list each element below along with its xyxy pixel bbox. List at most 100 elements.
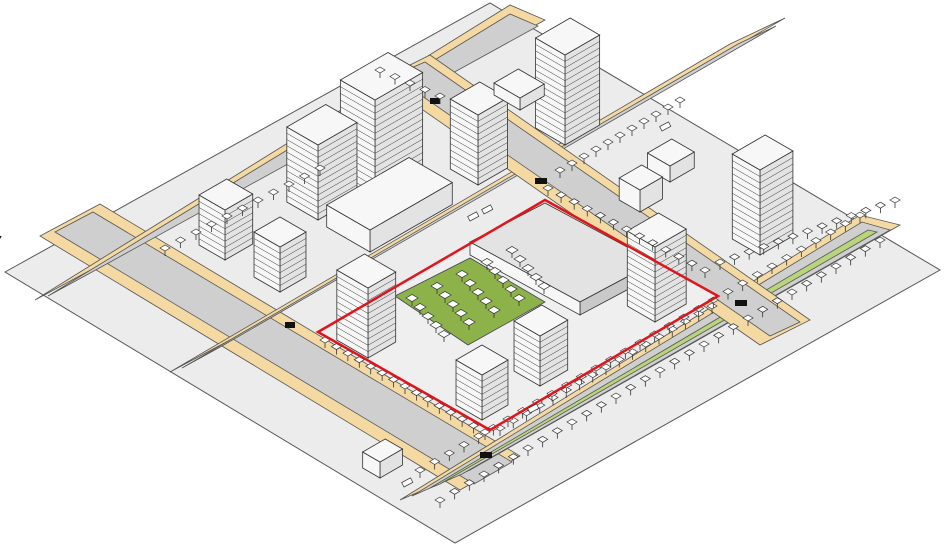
tree-icon	[758, 243, 770, 255]
tree-icon	[742, 314, 754, 326]
tree-icon	[462, 317, 476, 330]
tree-icon	[472, 432, 485, 444]
tree-icon	[471, 287, 485, 300]
tree-icon	[650, 110, 662, 122]
tree-icon	[786, 288, 798, 300]
tree-icon	[387, 376, 400, 388]
vehicles	[401, 121, 672, 488]
tree-icon	[568, 198, 580, 210]
tree-icon	[404, 79, 416, 91]
building-block-east-low	[618, 164, 664, 213]
tree-icon	[267, 188, 280, 200]
tree-icon	[405, 293, 419, 306]
tree-icon	[800, 279, 813, 292]
tree-icon	[560, 386, 572, 398]
tree-icon	[419, 86, 431, 98]
tree-icon	[839, 220, 852, 232]
building-block-northmost	[493, 68, 546, 111]
tree-icon	[298, 172, 311, 184]
site-boundary-outline	[315, 198, 721, 432]
tree-icon	[505, 245, 519, 258]
tree-icon	[626, 348, 639, 360]
tree-icon	[830, 217, 843, 229]
tree-icon	[496, 275, 510, 288]
tree-icon	[889, 196, 901, 208]
tree-icon	[430, 281, 444, 294]
tree-icon	[283, 180, 295, 192]
tree-icon	[434, 92, 446, 104]
crosswalk	[535, 178, 547, 184]
tree-icon	[633, 232, 646, 244]
building-tower-site-east	[626, 212, 687, 323]
tree-icon	[624, 383, 637, 396]
tree-icon	[824, 228, 837, 240]
tree-icon	[478, 470, 490, 482]
tree-icon	[587, 371, 599, 383]
tree-icon	[860, 206, 872, 219]
tree-icon	[434, 496, 446, 508]
building-block-site-south-b	[513, 304, 569, 387]
tree-icon	[727, 323, 740, 335]
tree-icon	[736, 279, 749, 291]
crosswalk	[0, 236, 2, 242]
tree-icon	[455, 269, 469, 282]
tree-icon	[421, 311, 435, 324]
tree-icon	[487, 305, 501, 318]
tree-icon	[429, 320, 443, 333]
park-trees	[405, 245, 551, 342]
tree-icon	[463, 278, 477, 291]
tree-icon	[728, 253, 741, 265]
tree-icon	[512, 293, 526, 306]
tree-icon	[712, 331, 725, 344]
tree-icon	[780, 254, 793, 266]
tree-icon	[639, 375, 652, 387]
tree-icon	[555, 191, 567, 203]
tree-icon	[479, 428, 491, 440]
building-tower-north	[534, 17, 601, 146]
tree-icon	[722, 288, 734, 300]
car	[401, 477, 414, 488]
tree-icon	[815, 271, 828, 283]
building-block-west-b	[253, 216, 307, 293]
car	[467, 211, 480, 222]
tree-icon	[445, 408, 457, 421]
tree-icon	[479, 296, 493, 309]
building-big-low-northwest	[325, 157, 454, 253]
building-tower-site-west	[336, 253, 397, 359]
crosswalk	[480, 452, 492, 458]
tree-icon	[698, 340, 710, 352]
tree-icon	[314, 164, 326, 176]
tree-icon	[595, 401, 608, 413]
tree-icon	[654, 366, 666, 378]
tree-icon	[529, 272, 543, 285]
tree-icon	[706, 302, 718, 314]
tree-icon	[446, 299, 460, 312]
building-small-house-south	[361, 438, 404, 479]
tree-icon	[551, 427, 564, 439]
tree-icon	[410, 389, 423, 401]
tree-icon	[542, 184, 554, 196]
tree-icon	[801, 227, 814, 239]
tree-icon	[566, 159, 578, 171]
tree-icon	[751, 271, 764, 283]
tree-icon	[638, 117, 650, 129]
tree-icon	[743, 248, 755, 260]
road-nwse-west-lanes	[54, 211, 513, 485]
tree-icon	[771, 297, 784, 309]
tree-icon	[458, 441, 470, 453]
tree-icon	[580, 409, 593, 422]
tree-icon	[874, 201, 887, 214]
tree-icon	[428, 458, 441, 470]
tree-icon	[554, 166, 566, 178]
building-block-west-a	[198, 178, 254, 261]
tree-icon	[673, 252, 685, 265]
tree-icon	[674, 96, 686, 108]
tree-icon	[454, 308, 468, 321]
tree-icon	[787, 232, 799, 245]
tree-icon	[854, 211, 866, 223]
building-block-northeast	[646, 138, 696, 183]
intersections	[0, 98, 747, 458]
tree-icon	[810, 237, 822, 249]
